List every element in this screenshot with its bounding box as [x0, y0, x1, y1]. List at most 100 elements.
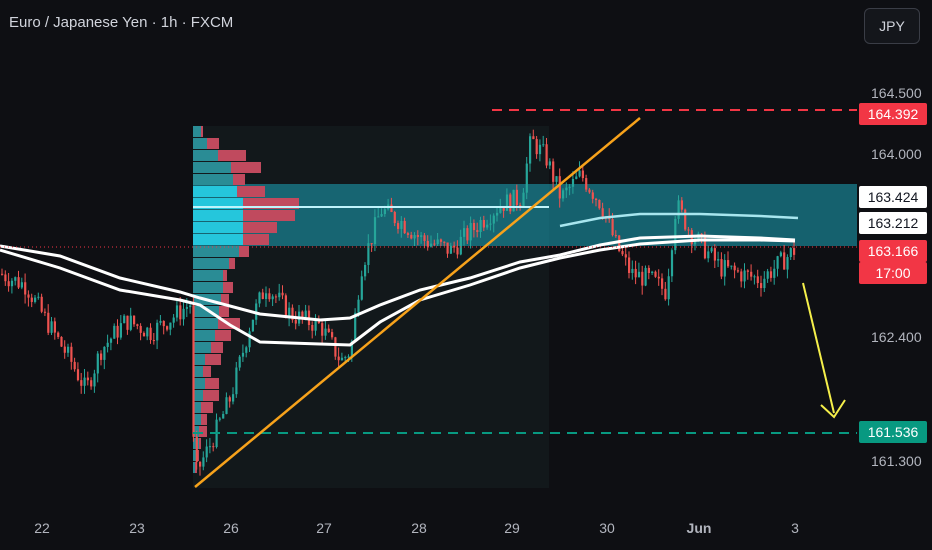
volume-profile-bar-down [197, 450, 199, 461]
candle-body [37, 296, 40, 298]
candle-body [730, 265, 733, 267]
candle-body [334, 337, 337, 357]
candle-body [466, 228, 469, 241]
candle-body [149, 327, 152, 341]
candle-body [647, 267, 650, 274]
candle-body [327, 328, 330, 333]
candle-body [720, 259, 723, 277]
candle-body [773, 268, 776, 278]
y-axis-tick: 164.500 [871, 85, 922, 101]
projection-arrowhead [820, 399, 846, 419]
y-axis-tick: 161.300 [871, 453, 922, 469]
candle-body [208, 446, 212, 448]
candle-body [694, 240, 697, 245]
candle-body [601, 208, 604, 217]
candle-body [519, 205, 522, 207]
candle-body [218, 418, 221, 420]
volume-profile-bar-down [231, 162, 261, 173]
volume-profile-bar-down [237, 186, 265, 197]
volume-profile-bar-up [193, 162, 231, 173]
candle-body [449, 245, 452, 254]
candle-body [509, 194, 512, 212]
candle-body [241, 352, 245, 357]
projection-arrow [802, 282, 835, 414]
candle-body [86, 377, 89, 381]
candle-body [235, 367, 238, 395]
candle-body [624, 254, 627, 258]
volume-profile-bar-down [223, 282, 233, 293]
candle-body [106, 342, 109, 347]
candle-body [664, 288, 667, 300]
candle-body [433, 243, 436, 245]
candle-body [304, 310, 307, 318]
volume-profile-bar-up [193, 462, 195, 473]
candle-body [291, 307, 294, 320]
candle-body [403, 220, 406, 234]
candle-body [713, 248, 716, 261]
volume-profile-bar-up [193, 258, 229, 269]
candle-body [40, 296, 43, 312]
volume-profile-bar-down [239, 246, 249, 257]
candle-body [20, 282, 23, 288]
volume-profile-bar-up [193, 270, 223, 281]
candle-body [733, 265, 736, 271]
candle-body [588, 189, 591, 193]
candle-body [24, 282, 27, 295]
candle-body [750, 271, 753, 277]
x-axis-tick: 22 [34, 520, 50, 536]
candle-body [34, 297, 37, 302]
price-tag-last-price: 163.166 [859, 240, 927, 262]
candle-body [400, 220, 403, 229]
volume-profile-bar-down [201, 414, 207, 425]
candle-body [496, 212, 499, 216]
candle-body [80, 380, 83, 386]
candle-body [169, 322, 172, 330]
candle-body [568, 186, 571, 188]
candle-body [621, 251, 624, 255]
candle-body [90, 380, 93, 387]
volume-profile-bar-down [199, 426, 207, 437]
candle-body [723, 260, 726, 277]
candle-body [763, 278, 766, 289]
moving-average-upper [559, 212, 799, 228]
candle-body [119, 323, 122, 338]
candle-body [340, 357, 344, 361]
candle-body [390, 204, 393, 212]
candle-body [314, 319, 317, 331]
candle-body [558, 176, 561, 199]
candle-body [542, 144, 545, 146]
candle-body [657, 276, 660, 279]
candle-body [667, 276, 670, 300]
candle-body [347, 356, 350, 358]
candle-body [397, 223, 400, 229]
currency-button[interactable]: JPY [864, 8, 920, 44]
volume-profile-bar-down [215, 330, 231, 341]
candle-body [53, 321, 56, 333]
volume-profile-bar-down [207, 138, 219, 149]
candle-body [654, 271, 657, 277]
candle-body [367, 243, 370, 265]
candle-body [202, 457, 205, 467]
candle-body [472, 222, 476, 231]
candle-body [641, 271, 644, 286]
candle-body [532, 136, 535, 140]
candle-body [43, 311, 47, 313]
candle-body [677, 200, 680, 219]
candle-body [225, 397, 228, 414]
candle-body [126, 315, 129, 330]
candle-body [251, 319, 254, 332]
volume-profile-bar-up [193, 138, 207, 149]
x-axis-tick: 3 [791, 520, 799, 536]
candle-body [595, 198, 598, 200]
candle-body [423, 235, 426, 241]
volume-profile-bar-down [218, 150, 246, 161]
candle-body [492, 215, 495, 224]
candle-body [743, 270, 746, 282]
candle-body [139, 325, 142, 333]
candle-body [529, 136, 532, 164]
candle-body [288, 307, 291, 318]
candle-body [162, 320, 165, 327]
volume-profile-bar-down [243, 222, 277, 233]
volume-profile-bar-up [193, 366, 203, 377]
